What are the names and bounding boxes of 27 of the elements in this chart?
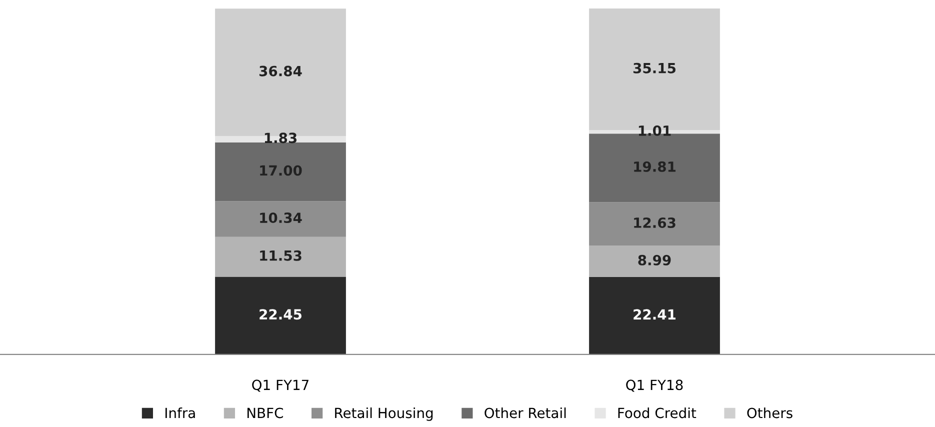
bar [215, 142, 346, 202]
data-label: 12.63 [634, 217, 676, 228]
legend-label: Other Retail [484, 407, 566, 418]
x-tick-label: Q1 FY17 [252, 380, 308, 392]
data-label: 1.83 [264, 132, 297, 144]
data-label: 10.34 [260, 212, 302, 224]
legend-label: NBFC [247, 408, 283, 418]
legend-label: Others [747, 407, 792, 418]
data-label: 35.15 [633, 62, 676, 74]
data-label: 22.45 [260, 309, 302, 320]
data-label: 1.01 [638, 125, 671, 136]
data-label: 17.00 [260, 165, 302, 176]
bar [589, 246, 720, 277]
legend-label: Food Credit [618, 407, 696, 418]
bar [589, 202, 720, 246]
legend-label: Retail Housing [335, 407, 433, 421]
data-label: 22.41 [634, 309, 676, 320]
legend-label: Infra [165, 407, 195, 418]
bar [589, 276, 720, 354]
data-label: 19.81 [634, 161, 676, 172]
data-label: 11.53 [260, 250, 302, 261]
bar [215, 276, 346, 354]
data-label: 8.99 [638, 254, 671, 266]
bar [215, 236, 346, 277]
x-tick-label: Q1 FY18 [626, 380, 683, 392]
data-label: 36.84 [259, 66, 302, 76]
bar [215, 201, 346, 237]
